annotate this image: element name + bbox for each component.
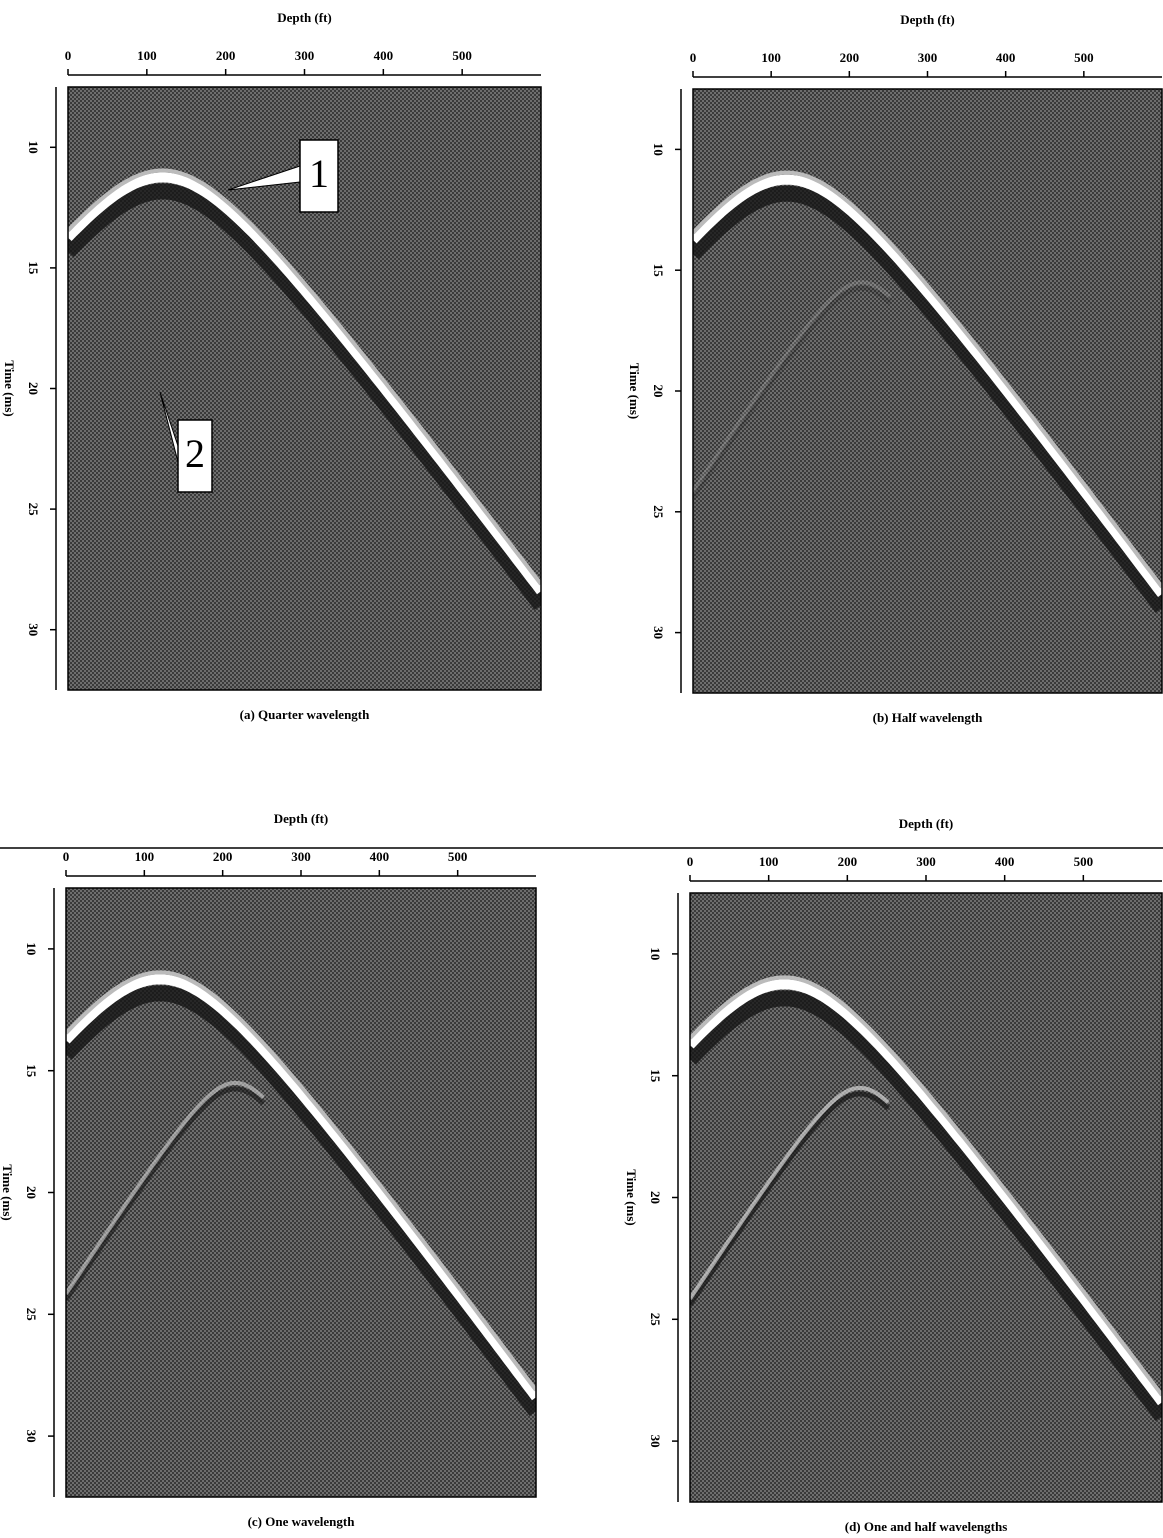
x-axis-title: Depth (ft) (277, 10, 332, 25)
x-tick-label: 500 (452, 48, 472, 63)
secondary-event (66, 1086, 266, 1302)
primary-edge (66, 970, 536, 1392)
primary-event (690, 979, 1162, 1406)
annotation-label: 2 (185, 431, 205, 476)
annotation-box (177, 419, 213, 493)
primary-trough (68, 183, 541, 611)
primary-trough (693, 185, 1162, 613)
panel: 0 100 200 300 400 500 10 15 20 25 30 Depth (ft) Time… (627, 12, 1163, 725)
x-tick-label: 0 (65, 48, 72, 63)
annotation-box (299, 139, 339, 213)
secondary-event (690, 1091, 890, 1307)
y-tick-label: 20 (648, 1191, 663, 1204)
y-tick-label: 20 (651, 385, 666, 398)
x-tick-label: 400 (996, 50, 1016, 65)
y-tick-label: 15 (651, 264, 666, 278)
x-tick-label: 100 (135, 849, 155, 864)
y-tick-label: 10 (26, 141, 41, 154)
secondary-event (690, 1085, 890, 1301)
panel-caption: (c) One wavelength (248, 1514, 356, 1529)
events (66, 970, 536, 1416)
annotation-label: 1 (309, 151, 329, 196)
y-tick-label: 25 (26, 503, 41, 516)
primary-event (68, 172, 541, 595)
x-tick-label: 100 (761, 50, 781, 65)
secondary-event (693, 280, 892, 493)
x-tick-label: 200 (216, 48, 236, 63)
y-tick-label: 30 (24, 1430, 39, 1443)
x-tick-label: 500 (1074, 50, 1094, 65)
x-tick-label: 300 (291, 849, 311, 864)
x-axis-title: Depth (ft) (900, 12, 955, 27)
panel-caption: (d) One and half wavelengths (845, 1519, 1008, 1534)
primary-trough (66, 985, 536, 1416)
y-tick-label: 25 (648, 1313, 663, 1327)
x-tick-label: 200 (213, 849, 233, 864)
y-tick-label: 10 (651, 143, 666, 156)
panel: 0 100 200 300 400 500 10 15 20 25 30 Depth (ft) Time… (2, 10, 542, 722)
x-tick-label: 0 (690, 50, 697, 65)
y-tick-label: 15 (648, 1069, 663, 1083)
plot-frame (65, 887, 537, 1498)
plot-frame (689, 892, 1163, 1503)
x-tick-label: 0 (63, 849, 70, 864)
x-tick-label: 300 (918, 50, 938, 65)
x-tick-label: 400 (370, 849, 390, 864)
x-tick-label: 200 (838, 854, 858, 869)
y-axis-title: Time (ms) (2, 360, 17, 416)
events (693, 170, 1162, 613)
panel-caption: (a) Quarter wavelength (240, 707, 371, 722)
primary-event (693, 174, 1162, 598)
y-tick-label: 30 (648, 1435, 663, 1448)
x-tick-label: 200 (840, 50, 860, 65)
panel-caption: (b) Half wavelength (873, 710, 984, 725)
plot-frame (67, 86, 542, 691)
panel: 0 100 200 300 400 500 10 15 20 25 30 Depth (ft) Time… (0, 811, 537, 1529)
primary-trough (690, 990, 1162, 1421)
x-tick-label: 300 (295, 48, 315, 63)
y-tick-label: 10 (24, 942, 39, 955)
x-axis-title: Depth (ft) (899, 816, 954, 831)
y-tick-label: 20 (24, 1186, 39, 1199)
y-axis-title: Time (ms) (624, 1169, 639, 1225)
events (690, 975, 1162, 1421)
primary-event (66, 974, 536, 1401)
x-tick-label: 100 (759, 854, 779, 869)
primary-edge (690, 975, 1162, 1397)
x-tick-label: 400 (374, 48, 394, 63)
y-tick-label: 25 (24, 1308, 39, 1322)
x-axis-title: Depth (ft) (274, 811, 329, 826)
events (68, 168, 541, 611)
primary-edge (693, 170, 1162, 589)
x-tick-label: 400 (995, 854, 1015, 869)
primary-edge (68, 168, 541, 586)
y-tick-label: 30 (651, 626, 666, 639)
plot-frame (692, 88, 1163, 694)
x-tick-label: 0 (687, 854, 694, 869)
y-tick-label: 30 (26, 623, 41, 636)
secondary-event (693, 285, 892, 499)
x-tick-label: 300 (916, 854, 936, 869)
y-tick-label: 10 (648, 947, 663, 960)
x-tick-label: 100 (137, 48, 157, 63)
x-tick-label: 500 (448, 849, 468, 864)
y-axis-title: Time (ms) (627, 363, 642, 419)
y-tick-label: 20 (26, 382, 41, 395)
x-tick-label: 500 (1074, 854, 1094, 869)
y-axis-title: Time (ms) (0, 1164, 15, 1220)
panel: 0 100 200 300 400 500 10 15 20 25 30 Depth (ft) Time… (624, 816, 1163, 1534)
secondary-event (66, 1080, 265, 1296)
y-tick-label: 25 (651, 505, 666, 519)
y-tick-label: 15 (24, 1064, 39, 1078)
y-tick-label: 15 (26, 261, 41, 275)
